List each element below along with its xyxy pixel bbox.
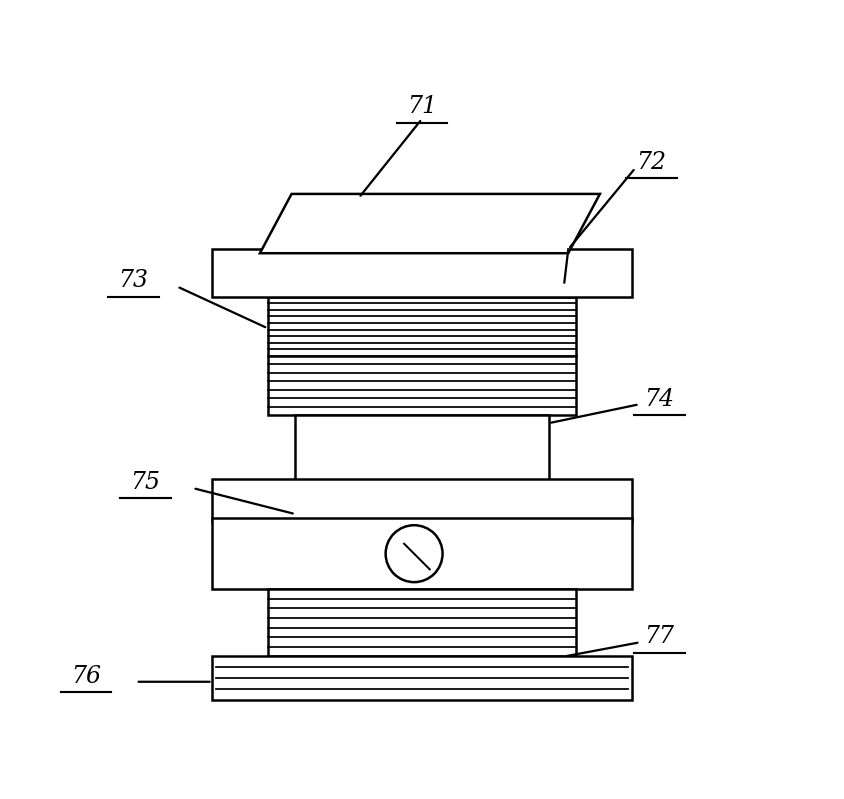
Text: 71: 71 [407,95,437,118]
Text: 77: 77 [644,625,674,648]
Bar [268,296,576,356]
Bar [268,589,576,657]
Bar [213,249,631,296]
Text: 73: 73 [118,269,149,292]
Text: 76: 76 [71,665,101,688]
Bar [295,415,549,487]
Bar [268,356,576,415]
Bar [213,657,631,700]
Bar [213,479,631,522]
Text: 74: 74 [644,388,674,411]
Bar [213,518,631,589]
Polygon shape [260,194,600,253]
Text: 75: 75 [130,471,160,494]
Text: 72: 72 [636,151,666,174]
